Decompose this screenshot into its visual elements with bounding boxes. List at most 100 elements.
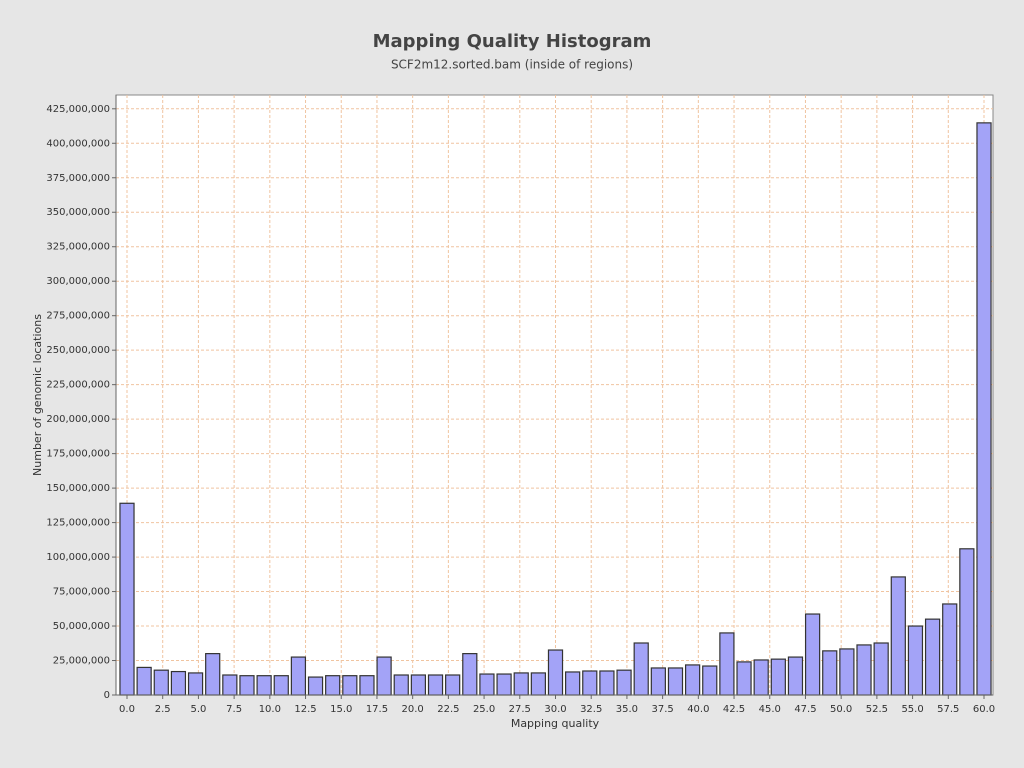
bar	[719, 632, 735, 696]
y-tick-label: 300,000,000	[46, 276, 110, 287]
y-tick-label: 175,000,000	[46, 449, 110, 460]
bar	[770, 658, 786, 696]
bar	[307, 676, 324, 696]
bar	[136, 666, 152, 696]
x-tick-label: 37.5	[651, 704, 673, 715]
y-tick-label: 400,000,000	[46, 138, 110, 149]
x-tick-label: 15.0	[330, 704, 352, 715]
bar	[290, 656, 307, 696]
bar	[667, 667, 684, 696]
y-tick-label: 275,000,000	[46, 311, 110, 322]
bar	[222, 674, 238, 696]
bar	[427, 674, 444, 696]
bar	[325, 675, 341, 696]
bar	[650, 667, 666, 696]
x-tick-label: 25.0	[473, 704, 495, 715]
x-axis-label: Mapping quality	[511, 717, 600, 730]
bar	[445, 674, 461, 696]
x-tick-label: 12.5	[294, 704, 316, 715]
y-tick-label: 0	[104, 690, 110, 701]
bar	[376, 656, 392, 696]
x-tick-label: 10.0	[259, 704, 281, 715]
y-tick-label: 25,000,000	[53, 656, 110, 667]
y-tick-label: 425,000,000	[46, 104, 110, 115]
y-tick-label: 125,000,000	[46, 518, 110, 529]
chart-title: Mapping Quality Histogram	[373, 31, 652, 52]
bar	[479, 673, 495, 696]
bar	[633, 642, 649, 696]
y-tick-label: 200,000,000	[46, 414, 110, 425]
x-tick-label: 22.5	[437, 704, 459, 715]
bar	[187, 672, 204, 696]
bar	[804, 613, 821, 696]
x-tick-label: 0.0	[119, 704, 135, 715]
x-tick-label: 55.0	[901, 704, 923, 715]
bar	[702, 665, 718, 696]
bar	[273, 675, 289, 696]
bar	[359, 675, 375, 696]
bar	[256, 675, 272, 696]
bar	[599, 670, 615, 696]
x-tick-label: 32.5	[580, 704, 602, 715]
x-tick-label: 40.0	[687, 704, 709, 715]
y-tick-label: 100,000,000	[46, 552, 110, 563]
bar	[959, 548, 975, 696]
bar	[942, 603, 958, 696]
bar	[684, 664, 701, 696]
y-tick-label: 350,000,000	[46, 207, 110, 218]
bar	[462, 653, 478, 696]
x-tick-label: 7.5	[226, 704, 242, 715]
y-axis-label: Number of genomic locations	[31, 314, 44, 476]
x-tick-label: 47.5	[794, 704, 816, 715]
x-tick-label: 35.0	[616, 704, 638, 715]
y-tick-label: 225,000,000	[46, 380, 110, 391]
x-tick-label: 52.5	[866, 704, 888, 715]
y-tick-label: 375,000,000	[46, 173, 110, 184]
bar	[582, 670, 598, 696]
bar	[907, 625, 924, 696]
bar	[565, 671, 581, 696]
bar	[153, 669, 169, 696]
x-tick-label: 42.5	[723, 704, 745, 715]
bar	[170, 670, 187, 696]
y-tick-label: 150,000,000	[46, 483, 110, 494]
bar	[873, 642, 889, 696]
y-tick-label: 50,000,000	[53, 621, 110, 632]
bar	[924, 618, 941, 696]
bar	[856, 644, 872, 696]
x-tick-label: 17.5	[366, 704, 388, 715]
bar	[393, 674, 409, 696]
x-tick-label: 50.0	[830, 704, 852, 715]
x-tick-label: 30.0	[544, 704, 566, 715]
y-tick-label: 325,000,000	[46, 242, 110, 253]
bar	[205, 653, 221, 696]
bar	[342, 675, 358, 696]
y-tick-label: 75,000,000	[53, 587, 110, 598]
chart-subtitle: SCF2m12.sorted.bam (inside of regions)	[391, 58, 633, 72]
bar	[616, 669, 632, 696]
x-tick-label: 20.0	[402, 704, 424, 715]
bar	[787, 656, 804, 696]
bar	[496, 673, 512, 696]
bar	[513, 672, 529, 696]
x-tick-label: 2.5	[155, 704, 171, 715]
x-tick-label: 57.5	[937, 704, 959, 715]
x-tick-label: 5.0	[190, 704, 206, 715]
x-tick-label: 45.0	[759, 704, 781, 715]
x-tick-label: 27.5	[509, 704, 531, 715]
bar	[822, 650, 838, 696]
x-tick-label: 60.0	[973, 704, 995, 715]
bar	[119, 502, 135, 696]
bar	[410, 674, 427, 696]
bar	[839, 648, 855, 696]
bar	[547, 649, 564, 696]
y-tick-label: 250,000,000	[46, 345, 110, 356]
plot-area	[115, 94, 994, 696]
bar	[890, 576, 906, 696]
bar	[530, 672, 546, 696]
bar	[736, 661, 752, 696]
bar	[753, 659, 769, 696]
bar	[239, 675, 255, 696]
bar	[976, 122, 992, 696]
